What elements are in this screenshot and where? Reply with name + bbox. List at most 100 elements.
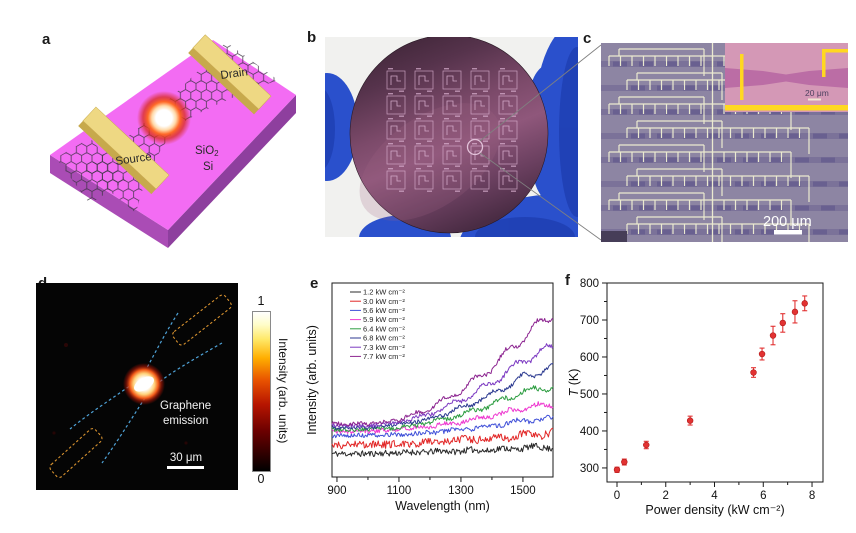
substrate-side-front: [168, 95, 296, 248]
drain-label: Drain: [220, 66, 249, 82]
y-tick-label: 600: [580, 352, 599, 364]
emission-annotation-line1: Graphene: [160, 400, 211, 412]
sio2-label: SiO2: [195, 145, 219, 158]
data-point: [643, 440, 650, 450]
spectrum-curve: [331, 427, 554, 450]
legend-entry: 5.6 kW cm⁻²: [363, 306, 405, 315]
spectrum-curve: [331, 401, 554, 435]
scale-bar: [167, 466, 204, 469]
data-point: [750, 367, 757, 378]
x-tick-label: 900: [327, 485, 346, 497]
wafer-die: [414, 118, 434, 142]
x-tick-label: 1500: [510, 485, 536, 497]
device-row: [601, 144, 848, 178]
wafer-die: [442, 68, 462, 92]
corner-shadow: [601, 231, 627, 242]
wafer-die: [442, 143, 462, 167]
wafer-die: [386, 118, 406, 142]
wafer-sheen: [359, 103, 501, 221]
data-point: [779, 313, 786, 333]
colorbar-max: 1: [257, 294, 265, 308]
wafer-die: [442, 118, 462, 142]
y-tick-label: 500: [580, 389, 599, 401]
device-schematic-graphic: Drain Source SiO2 Si: [50, 34, 296, 248]
panel-f-temperature-chart: f 0 2 4 6 8 300 400 500 600 700 800 Power density (…: [563, 270, 856, 526]
axes: 900 1100 1300 1500: [327, 282, 554, 497]
axes: 0 2 4 6 8 300 400 500 600 700 800: [580, 278, 824, 502]
colorbar-title: Intensity (arb. units): [276, 337, 290, 444]
micrograph-graphic: 20 μm 200 μm: [601, 43, 848, 242]
device-row: [601, 120, 848, 154]
wafer-die: [442, 168, 462, 192]
temperature-chart: 0 2 4 6 8 300 400 500 600 700 800 Power density (kW…: [567, 278, 824, 517]
scale-bar: [774, 230, 802, 235]
device-row: [601, 168, 848, 202]
spectrum-curve: [331, 362, 554, 430]
x-tick-label: 4: [711, 490, 718, 502]
scale-bar-label: 30 μm: [170, 452, 202, 464]
x-tick-label: 1300: [448, 485, 474, 497]
y-tick-label: 300: [580, 463, 599, 475]
spectra-chart: 900 1100 1300 1500 Wavelength (nm) Intensity …: [305, 282, 554, 513]
emission-spot-core: [134, 376, 154, 392]
y-tick-label: 700: [580, 315, 599, 327]
wafer-die: [414, 93, 434, 117]
die-highlight-ring: [466, 138, 484, 156]
panel-c-label: c: [583, 30, 592, 47]
panel-e-spectra-chart: e 900 1100 1300 1500 Wavelength (nm) Intensit…: [303, 272, 560, 524]
wafer-die: [442, 93, 462, 117]
colorbar-min: 0: [257, 472, 265, 486]
panel-a-label: a: [42, 31, 51, 48]
data-point: [686, 415, 694, 426]
data-point: [613, 466, 621, 473]
x-tick-label: 8: [809, 490, 815, 502]
legend-entry: 6.8 kW cm⁻²: [363, 334, 405, 343]
device-rows: [601, 48, 848, 242]
y-tick-label: 400: [580, 426, 599, 438]
legend-entry: 3.0 kW cm⁻²: [363, 297, 405, 306]
x-tick-label: 6: [760, 490, 766, 502]
device-row: [601, 192, 848, 226]
intensity-colorbar: [252, 311, 271, 472]
legend-entry: 7.3 kW cm⁻²: [363, 343, 405, 352]
legend: 1.2 kW cm⁻²3.0 kW cm⁻²5.6 kW cm⁻²5.9 kW …: [350, 288, 405, 361]
y-tick-label: 800: [580, 278, 599, 290]
wafer-photo-graphic: [325, 37, 578, 237]
wafer-die: [414, 143, 434, 167]
electrode-outlines: [49, 294, 232, 478]
wafer-die: [386, 93, 406, 117]
legend-entry: 5.9 kW cm⁻²: [363, 315, 405, 324]
drain-electrode: [188, 34, 272, 115]
scale-bar-label: 200 μm: [763, 214, 812, 230]
data-point: [801, 295, 808, 312]
x-tick-label: 1100: [387, 485, 412, 497]
x-tick-label: 2: [663, 490, 669, 502]
si-label: Si: [203, 161, 213, 173]
panel-c-micrograph: c 20 μm 200 μm: [581, 28, 856, 246]
y-axis-title: T (K): [567, 369, 581, 397]
spectrum-curve: [331, 343, 554, 428]
legend-entry: 1.2 kW cm⁻²: [363, 288, 405, 297]
panel-e-label: e: [310, 275, 319, 292]
spectrum-curve: [331, 318, 554, 427]
panel-d-emission-map: d: [34, 272, 306, 502]
x-tick-label: 0: [614, 490, 620, 502]
inset-scale-bar-label: 20 μm: [805, 88, 829, 98]
panel-a-schematic: a: [40, 28, 302, 256]
x-axis-title: Wavelength (nm): [395, 499, 490, 513]
data-point: [758, 347, 766, 361]
legend-entry: 6.4 kW cm⁻²: [363, 324, 405, 333]
panel-b-wafer-photo: b: [305, 28, 580, 240]
data-point: [769, 325, 777, 346]
emission-core: [156, 110, 172, 126]
data-point: [791, 300, 799, 324]
emission-image: Graphene emission 30 μm: [36, 283, 238, 490]
graphene-patch: [56, 138, 126, 204]
spectrum-curve: [331, 385, 554, 433]
y-axis-title: Intensity (arb. units): [305, 325, 319, 435]
wafer-die: [386, 143, 406, 167]
data-points: [613, 295, 808, 473]
panel-f-label: f: [565, 272, 570, 289]
data-point: [621, 458, 628, 466]
